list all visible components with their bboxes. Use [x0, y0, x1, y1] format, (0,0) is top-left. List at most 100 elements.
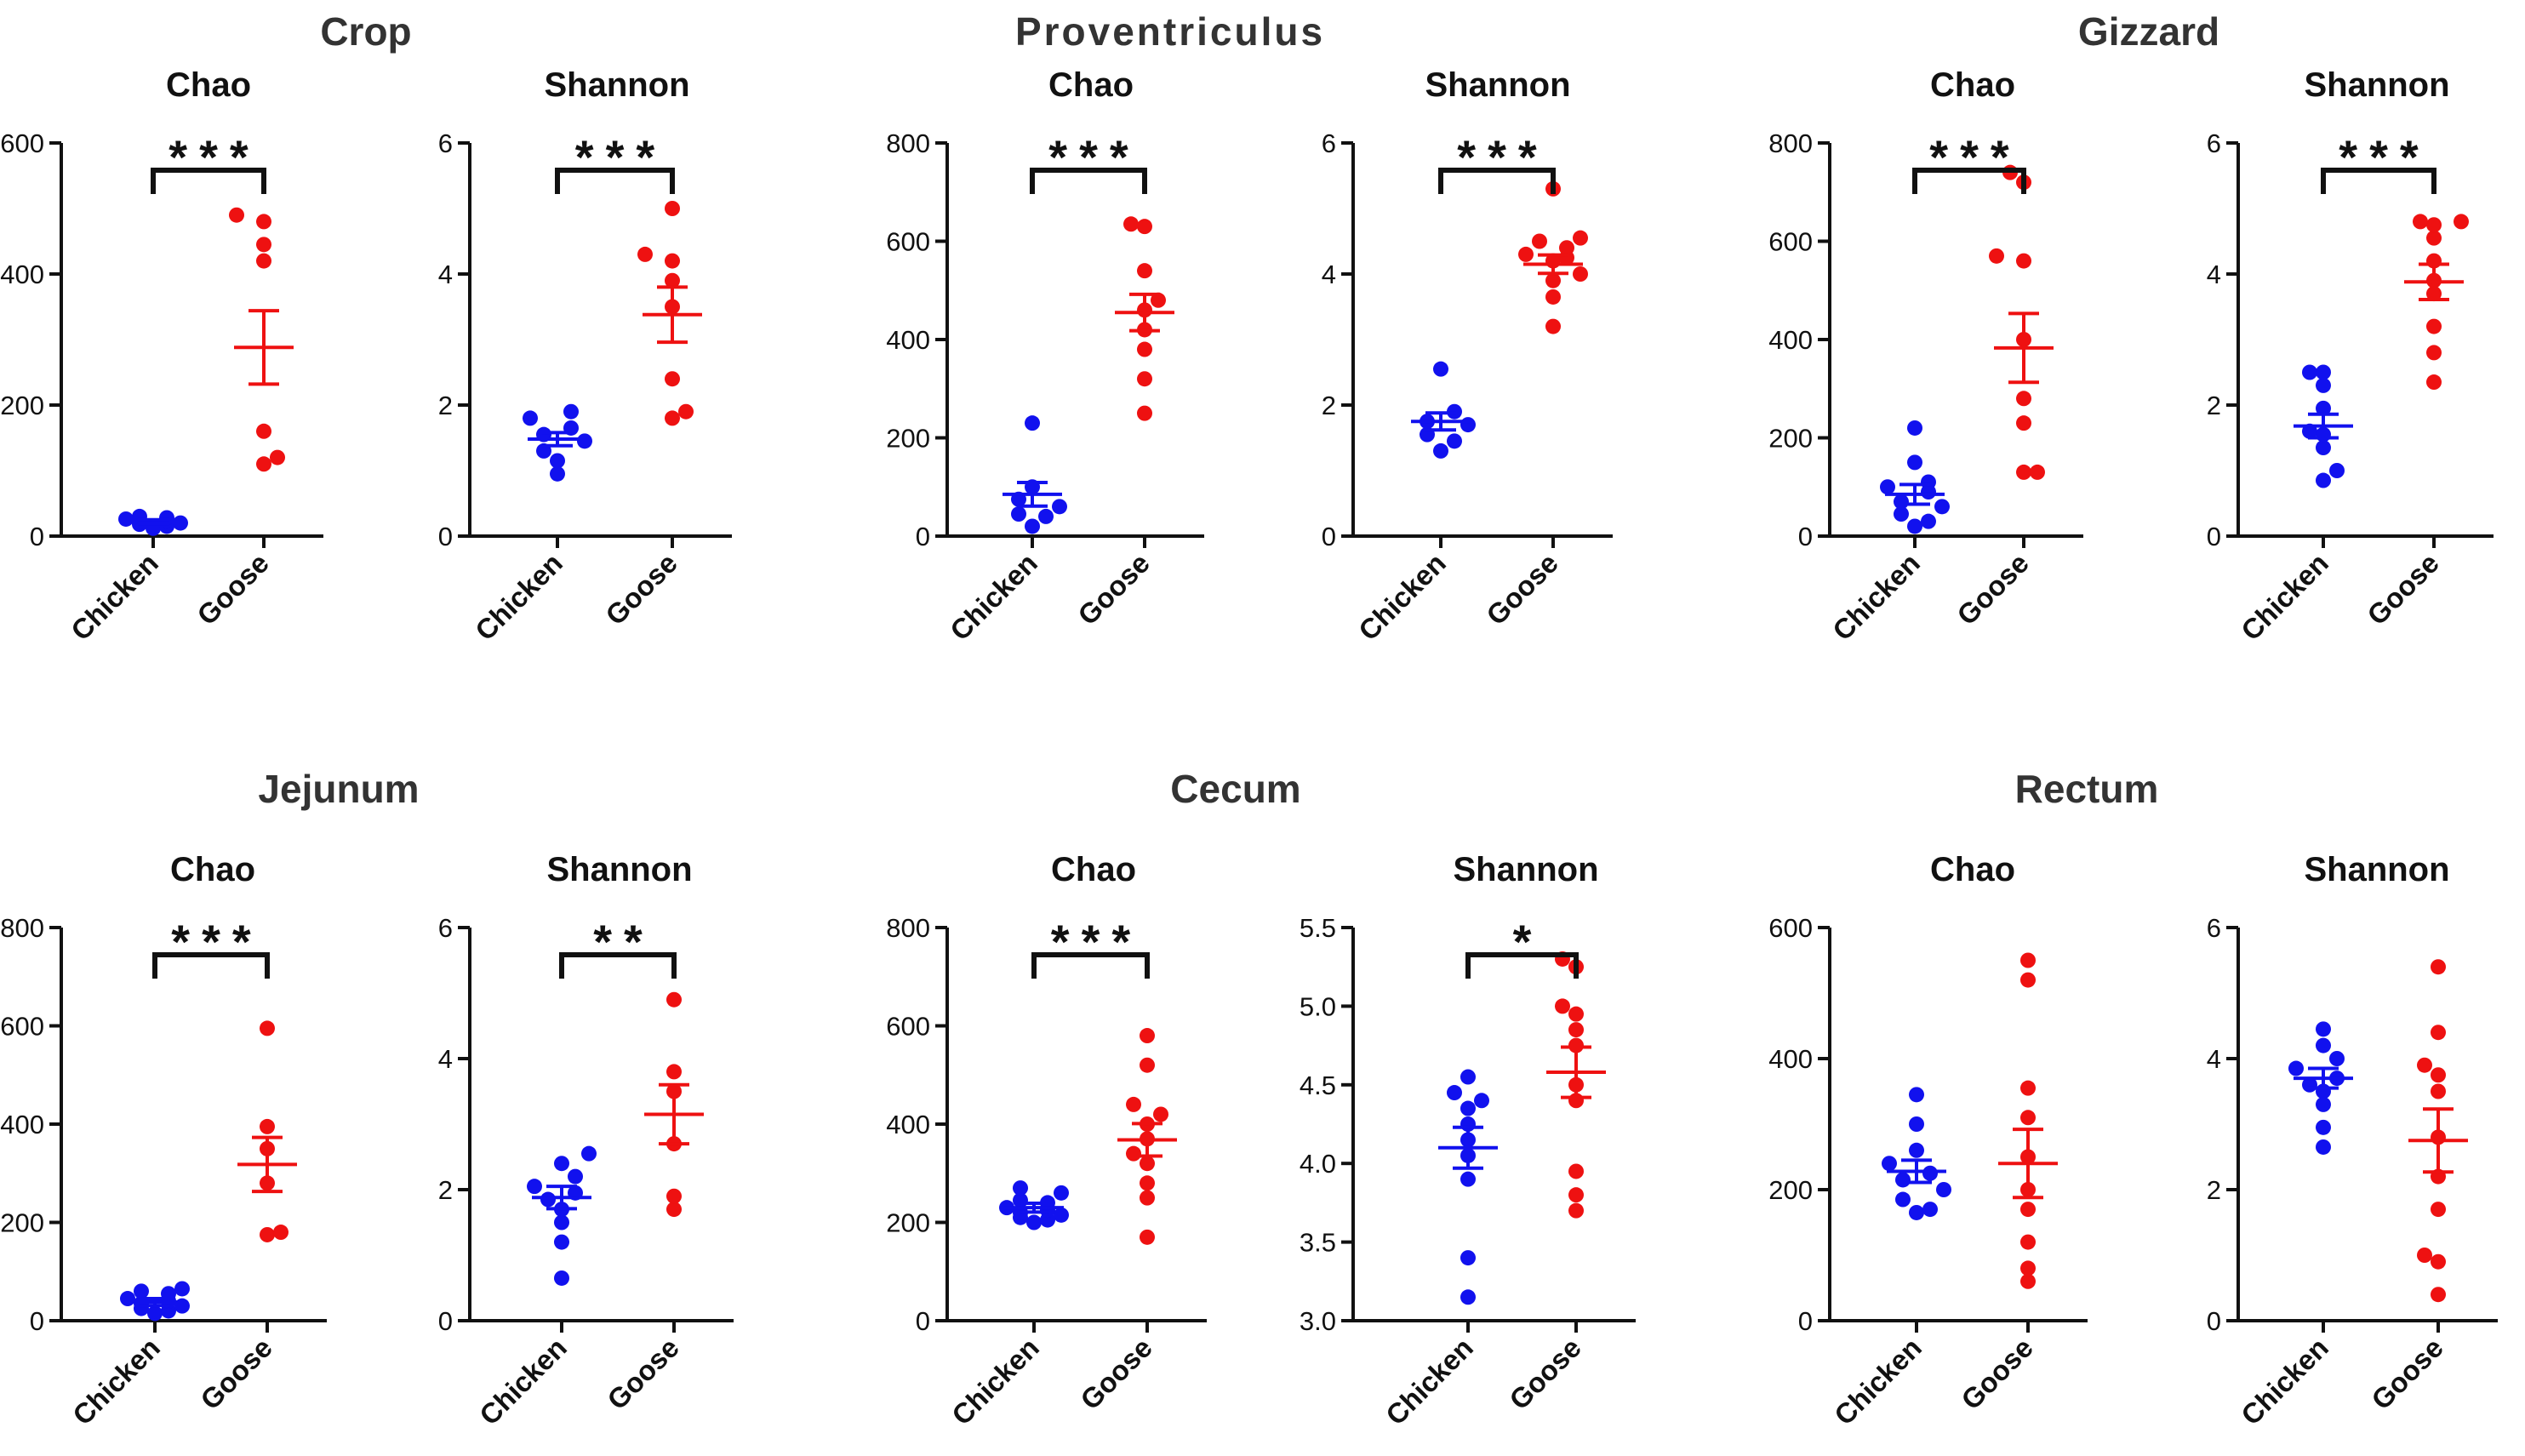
data-point-goose: [637, 246, 653, 262]
y-tick-label: 200: [886, 1208, 930, 1238]
data-point-chicken: [1907, 518, 1922, 534]
data-point-chicken: [1011, 506, 1026, 522]
y-tick-label: 600: [886, 227, 930, 257]
data-point-chicken: [2316, 1096, 2331, 1112]
data-point-chicken: [527, 1179, 542, 1195]
y-tick-label: 0: [30, 1306, 44, 1336]
chart-panel-rectum-chao: Chao 0 200 400 600 Chicken Goose: [1768, 851, 2088, 1431]
y-tick-label: 400: [1768, 1044, 1813, 1074]
data-point-chicken: [1026, 1214, 1042, 1230]
data-point-goose: [2016, 253, 2031, 269]
data-point-goose: [256, 423, 271, 439]
data-point-chicken: [1025, 518, 1040, 534]
data-point-goose: [1126, 1096, 1141, 1112]
data-point-chicken: [2316, 1119, 2331, 1135]
data-point-goose: [1568, 1006, 1584, 1022]
significance-label: ***: [1048, 130, 1140, 184]
x-category-label: Chicken: [66, 1332, 166, 1431]
data-point-chicken: [1895, 1172, 1911, 1188]
data-point-goose: [1559, 240, 1574, 256]
x-category-label: Chicken: [1380, 1332, 1479, 1431]
data-point-chicken: [554, 1270, 569, 1286]
data-point-chicken: [2316, 364, 2331, 380]
data-point-goose: [1123, 216, 1139, 232]
section-title-cecum: Cecum: [1170, 767, 1301, 811]
y-tick-label: 200: [0, 391, 44, 420]
x-category-label: Goose: [1480, 547, 1564, 631]
data-point-goose: [260, 1118, 275, 1134]
data-point-chicken: [563, 403, 579, 420]
y-tick-label: 400: [886, 1110, 930, 1139]
data-point-chicken: [1922, 1165, 1938, 1181]
panel-title: Chao: [1051, 851, 1136, 888]
data-point-chicken: [1054, 1207, 1069, 1223]
data-point-chicken: [568, 1168, 583, 1185]
x-category-label: Chicken: [2235, 1332, 2334, 1431]
data-point-goose: [1140, 1175, 1155, 1191]
data-point-goose: [2431, 1067, 2446, 1083]
x-category-label: Chicken: [1826, 547, 1926, 647]
data-point-goose: [1137, 341, 1152, 357]
section-title-rectum: Rectum: [2014, 767, 2159, 811]
x-category-label: Goose: [601, 1332, 685, 1416]
data-point-goose: [2454, 214, 2469, 230]
data-point-goose: [256, 214, 271, 230]
x-category-label: Goose: [599, 547, 683, 631]
data-point-goose: [2020, 972, 2036, 988]
y-tick-label: 400: [1768, 325, 1813, 355]
panel-title: Shannon: [1425, 66, 1570, 104]
y-tick-label: 2: [2207, 391, 2221, 420]
data-point-chicken: [554, 1214, 569, 1230]
section-title-proventriculus: Proventriculus: [1014, 9, 1326, 54]
y-tick-label: 6: [438, 128, 453, 158]
chart-panel-rectum-shannon: Shannon 0 2 4 6 Chicken Goose: [2207, 851, 2498, 1431]
y-tick-label: 2: [1322, 391, 1336, 420]
significance-label: ***: [169, 130, 260, 184]
data-point-chicken: [1013, 1180, 1028, 1196]
data-point-goose: [273, 1225, 288, 1241]
y-tick-label: 6: [2207, 128, 2221, 158]
chart-panel-jejunum-chao: Chao 0 200 400 600 800 Chicken Goose ***: [0, 851, 327, 1431]
data-point-chicken: [1934, 499, 1950, 515]
x-category-label: Goose: [194, 1332, 278, 1416]
data-point-goose: [1545, 288, 1561, 305]
data-point-chicken: [2288, 1060, 2304, 1076]
data-point-chicken: [1460, 1289, 1476, 1305]
data-point-chicken: [1909, 1142, 1924, 1158]
y-tick-label: 6: [2207, 913, 2221, 943]
data-point-goose: [2431, 1287, 2446, 1303]
y-tick-label: 200: [886, 424, 930, 454]
data-point-goose: [665, 410, 680, 426]
data-point-chicken: [1907, 454, 1922, 471]
y-tick-label: 6: [438, 913, 453, 943]
data-point-goose: [2417, 1057, 2432, 1073]
y-tick-label: 6: [1322, 128, 1336, 158]
panel-title: Shannon: [2304, 851, 2449, 888]
data-point-goose: [2020, 1260, 2036, 1276]
data-point-goose: [1568, 1187, 1584, 1203]
data-point-goose: [256, 253, 271, 269]
y-tick-label: 800: [886, 913, 930, 943]
y-tick-label: 0: [1798, 1306, 1813, 1336]
data-point-chicken: [1882, 1156, 1897, 1172]
x-category-label: Goose: [1503, 1332, 1587, 1416]
data-point-goose: [1140, 1229, 1155, 1245]
significance-label: ***: [171, 915, 262, 968]
chart-panel-proventriculus-shannon: Shannon 0 2 4 6 Chicken Goose ***: [1322, 66, 1613, 647]
y-tick-label: 0: [1322, 522, 1336, 551]
data-point-goose: [1140, 1156, 1155, 1172]
y-tick-label: 4.5: [1300, 1071, 1336, 1100]
y-tick-label: 4: [438, 1044, 453, 1074]
data-point-goose: [2426, 345, 2442, 361]
data-point-goose: [1126, 1145, 1141, 1162]
data-point-goose: [1568, 1202, 1584, 1219]
data-point-chicken: [1460, 1171, 1476, 1187]
significance-label: ***: [1051, 915, 1142, 968]
data-point-chicken: [1921, 513, 1936, 529]
chart-panel-crop-shannon: Shannon 0 2 4 6 Chicken Goose ***: [438, 66, 732, 647]
data-point-goose: [2413, 214, 2428, 230]
data-point-chicken: [2302, 364, 2317, 380]
data-point-goose: [1140, 1057, 1155, 1073]
data-point-goose: [666, 1064, 682, 1080]
